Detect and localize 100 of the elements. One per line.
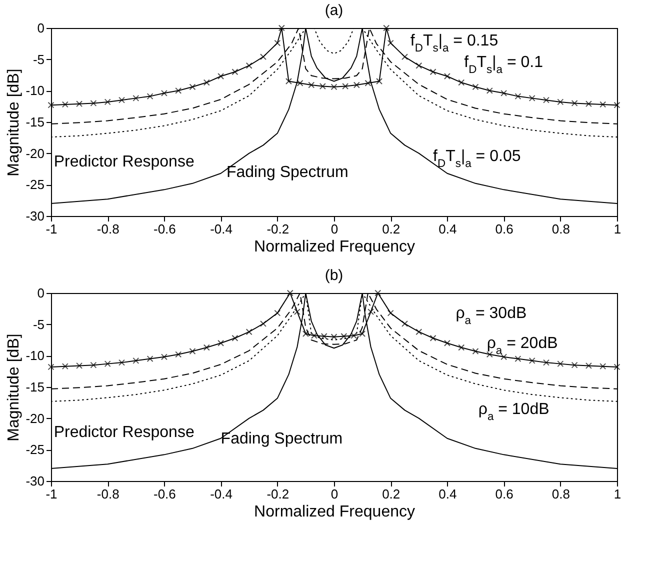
x-tick-label: 0.4 [438,486,457,502]
point [308,82,315,88]
point [218,340,224,346]
point [90,100,97,106]
x-tick-label: -0.2 [266,486,290,502]
point [232,334,238,342]
y-tick-label: -5 [32,316,44,332]
chart-title: (b) [324,267,344,284]
point [600,101,606,108]
point [402,54,408,60]
point [330,334,338,340]
point [146,356,154,362]
point [160,354,168,360]
x-tick-label: -0.6 [153,222,176,236]
y-tick-label: -5 [32,52,44,67]
annotation: ρ$_{a}$ = 20dB [486,335,558,358]
x-tick-label: -0.4 [210,222,233,236]
point [514,356,522,362]
point [359,330,366,337]
annotation: ρ$_{a}$ = 30dB [456,305,527,328]
y-tick-label: -25 [26,177,44,192]
point [232,68,238,76]
point [48,102,54,108]
point [486,87,493,94]
point [458,344,465,351]
x-axis-title: Normalized Frequency [254,238,415,256]
point [571,362,578,368]
point [614,364,620,370]
point [319,83,326,90]
point [246,328,252,336]
y-tick-label: -10 [26,348,44,364]
point [218,73,224,80]
point [458,79,465,86]
point [614,102,620,108]
x-tick-label: 0 [330,222,338,236]
point [557,98,564,106]
point [340,333,348,340]
point [430,68,436,76]
y-tick-label: -20 [26,146,44,161]
point [48,364,54,370]
point [486,351,493,358]
point [296,80,304,86]
point [278,24,285,32]
point [528,357,536,364]
x-tick-label: -1 [46,486,58,502]
point [430,334,436,342]
point [585,100,592,108]
point [146,93,154,100]
point [330,84,338,90]
chart-title: (a) [324,2,344,19]
y-axis-title: Magnitude [dB] [6,334,23,442]
y-tick-label: -20 [26,410,44,426]
point [90,362,97,368]
y-tick-label: -15 [26,380,44,394]
point [104,360,111,368]
point [118,359,125,366]
point [571,100,578,106]
point [104,98,111,106]
point [387,310,394,316]
point [543,359,550,366]
point [387,40,394,46]
annotation: f$_{D}$T$_{s}$|$_{a}$ = 0.1 [464,54,544,76]
y-tick-label: -25 [26,442,44,458]
annotation: Fading Spectrum [226,164,348,181]
y-tick-label: -15 [26,114,44,130]
point [376,78,383,85]
point [274,40,281,46]
x-tick-label: 0.2 [382,486,400,502]
point [302,330,309,337]
point [472,84,479,90]
annotation: f$_{D}$T$_{s}$|$_{a}$ = 0.15 [410,32,498,55]
point [246,62,252,69]
x-tick-label: 0.4 [438,222,457,236]
point [543,96,550,104]
x-tick-label: 0.8 [552,222,570,236]
y-tick-label: -30 [26,474,44,488]
annotation: Predictor Response [54,424,194,442]
point [416,328,422,336]
y-tick-label: 0 [37,286,44,300]
y-tick-label: -30 [26,208,44,224]
y-tick-label: 0 [37,20,44,36]
point [500,90,508,96]
x-tick-label: -0.8 [96,486,120,502]
point [189,348,196,355]
point [383,24,390,32]
point [203,344,210,351]
x-tick-label: 1 [614,222,622,236]
point [500,354,508,360]
x-tick-label: -0.6 [153,486,176,502]
point [175,351,182,358]
point [368,308,374,316]
annotation: f$_{D}$T$_{s}$|$_{a}$ = 0.05 [433,148,521,170]
x-tick-label: 0.6 [495,486,514,502]
x-tick-label: -0.8 [96,222,120,236]
point [350,332,358,339]
point [274,310,281,316]
point [528,94,536,102]
point [189,84,196,90]
point [514,93,522,100]
point [320,333,328,340]
